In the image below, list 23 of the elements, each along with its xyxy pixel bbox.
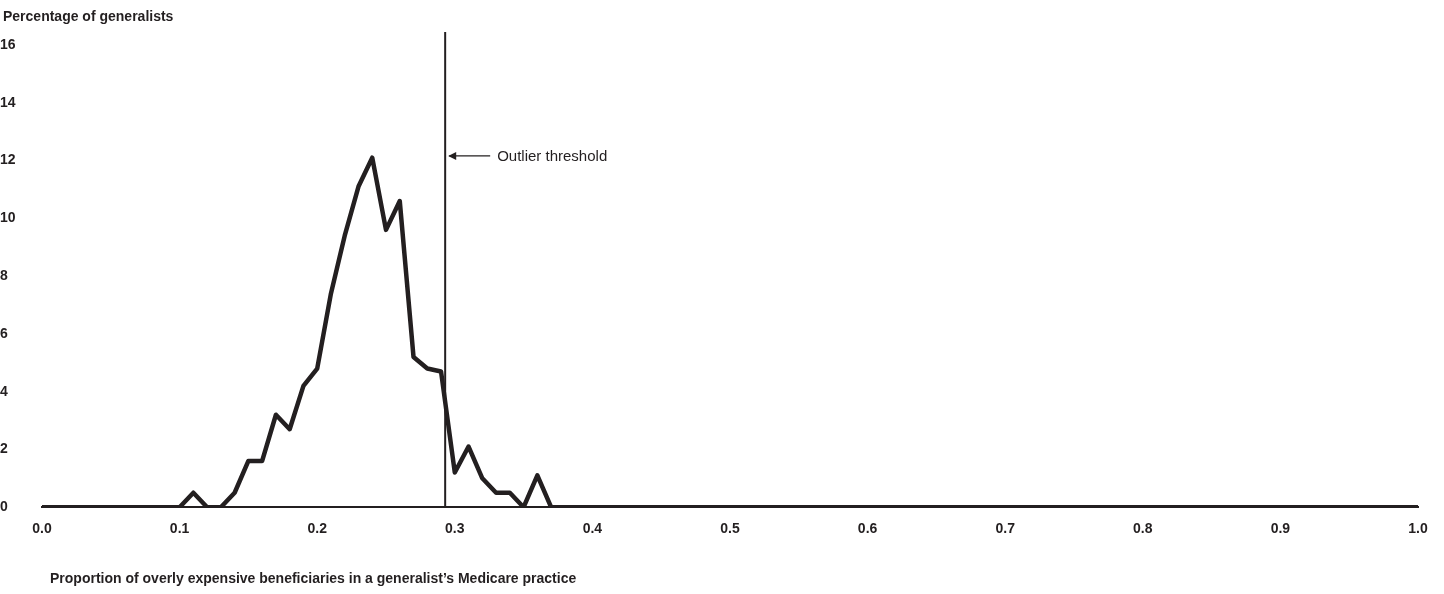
x-axis-title: Proportion of overly expensive beneficiaries in a generalist’s Medicare practice [50, 570, 577, 586]
y-tick-label: 12 [0, 151, 16, 168]
y-tick-label: 10 [0, 209, 16, 226]
y-tick-label: 6 [0, 324, 8, 341]
x-tick-label: 0.9 [1270, 520, 1291, 537]
x-tick-label: 0.7 [995, 520, 1016, 537]
x-tick-label: 0.8 [1133, 520, 1153, 537]
x-tick-label: 0.3 [445, 520, 465, 537]
x-tick-label: 0.0 [32, 520, 52, 537]
y-tick-label: 16 [0, 35, 16, 52]
x-tick-label: 0.2 [307, 520, 328, 537]
y-tick-label: 8 [0, 266, 8, 283]
x-tick-label: 0.4 [582, 520, 603, 537]
y-tick-label: 14 [0, 93, 16, 110]
x-tick-label: 1.0 [1408, 520, 1428, 537]
y-tick-label: 0 [0, 498, 8, 515]
y-axis-title: Percentage of generalists [3, 8, 174, 24]
ref-line-label: Outlier threshold [497, 147, 608, 165]
x-tick-label: 0.1 [169, 520, 190, 537]
y-tick-label: 4 [0, 382, 8, 399]
x-tick-label: 0.5 [720, 520, 740, 537]
y-tick-label: 2 [0, 440, 8, 457]
x-tick-label: 0.6 [857, 520, 878, 537]
